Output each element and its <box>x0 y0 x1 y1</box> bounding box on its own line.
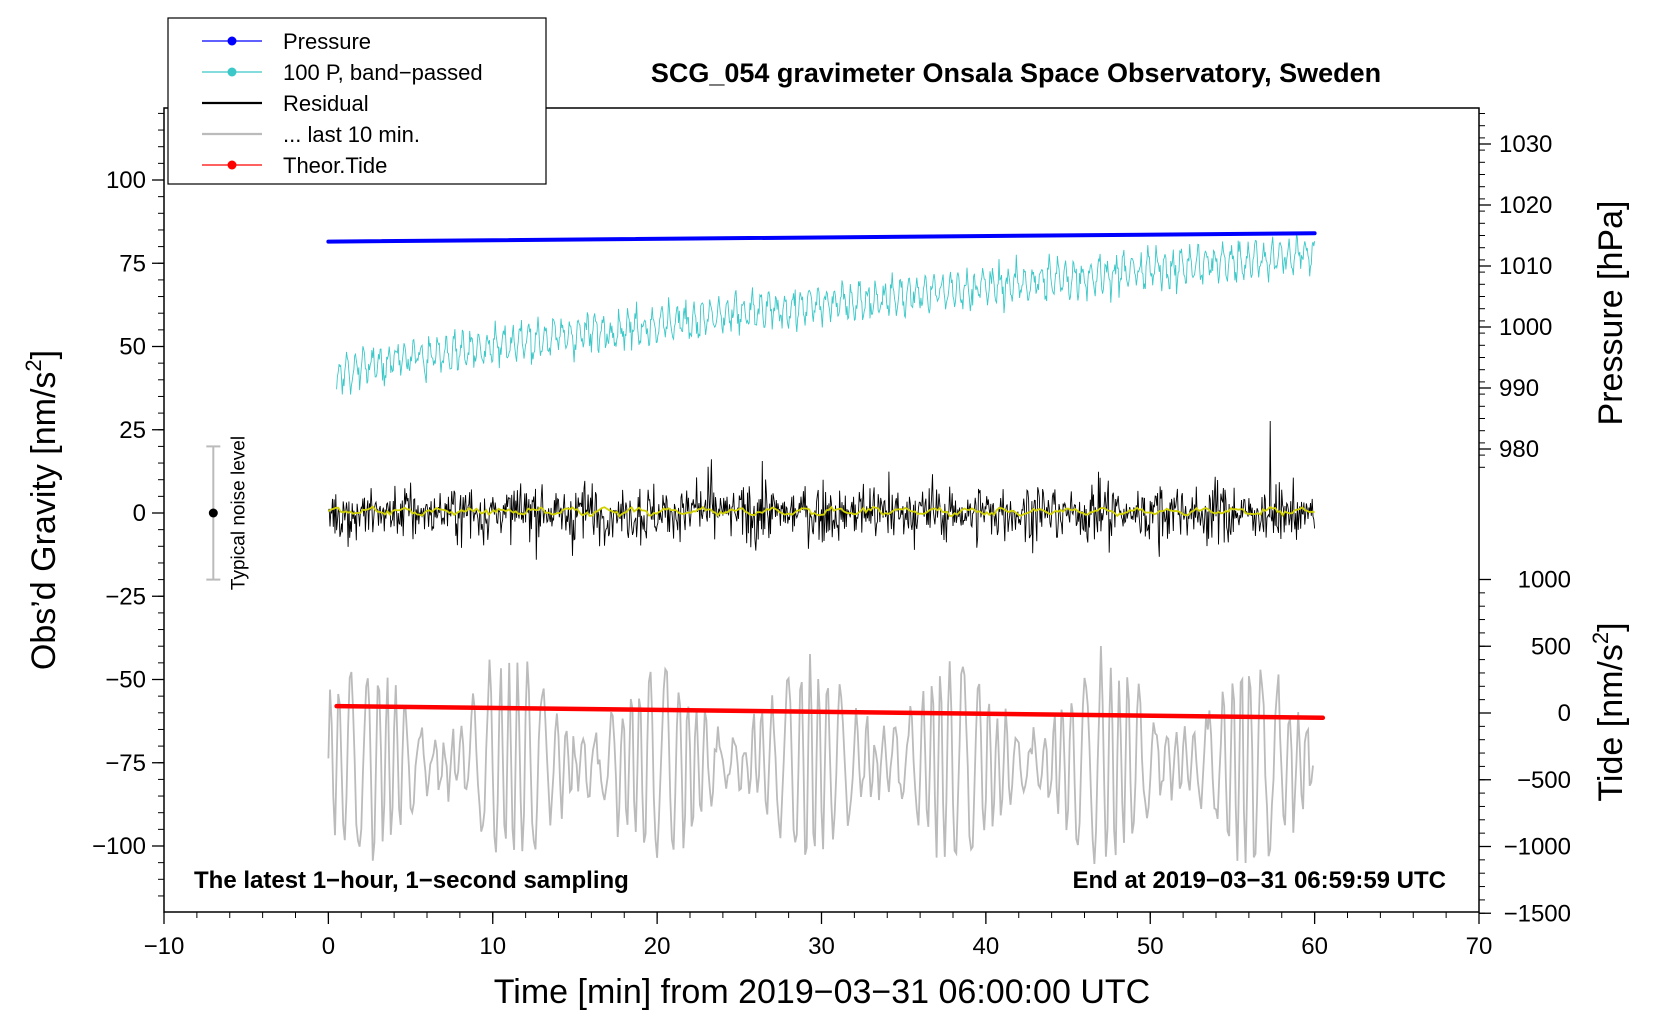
sampling-annotation: The latest 1−hour, 1−second sampling <box>194 867 629 894</box>
tide-tick-label: 1000 <box>1518 567 1571 594</box>
x-tick-label: 10 <box>479 933 506 960</box>
pressure-axis-title: Pressure [hPa] <box>1592 201 1630 426</box>
x-tick-label: 60 <box>1301 933 1328 960</box>
legend-swatch-marker <box>227 160 237 170</box>
left-tick-label: −25 <box>105 583 146 610</box>
left-axis: 100 75 50 25 0 −25 −50 −75 −100 <box>92 112 164 897</box>
x-tick-label: 40 <box>973 933 1000 960</box>
end-time-annotation: End at 2019−03−31 06:59:59 UTC <box>1072 867 1446 894</box>
svg-text:Pressure [hPa]: Pressure [hPa] <box>1592 201 1630 426</box>
legend-swatch-marker <box>227 36 237 46</box>
legend: Pressure 100 P, band−passed Residual ... la… <box>167 17 547 185</box>
pressure-tick-label: 1010 <box>1499 253 1552 280</box>
x-tick-label: −10 <box>144 933 185 960</box>
left-tick-label: −50 <box>105 667 146 694</box>
left-tick-label: 0 <box>133 500 146 527</box>
noise-bar-center-dot <box>208 508 218 518</box>
residual-line <box>327 420 1316 560</box>
left-tick-label: 50 <box>119 334 146 361</box>
last-10-min-line <box>327 645 1314 864</box>
x-tick-label: 70 <box>1466 933 1493 960</box>
legend-item: Theor.Tide <box>202 153 387 178</box>
svg-text:Obs’d Gravity [nm/s2]: Obs’d Gravity [nm/s2] <box>21 350 63 670</box>
data-series <box>326 231 1326 864</box>
pressure-tick-label: 1000 <box>1499 314 1552 341</box>
tide-tick-label: 0 <box>1558 700 1571 727</box>
bandpassed-pressure-line <box>336 233 1316 395</box>
x-tick-label: 50 <box>1137 933 1164 960</box>
left-tick-label: 100 <box>106 167 146 194</box>
pressure-line <box>326 231 1317 244</box>
tide-tick-label: −1500 <box>1504 900 1571 927</box>
tide-axis-title: Tide [nm/s2] <box>1588 622 1630 801</box>
x-tick-label: 0 <box>322 933 335 960</box>
pressure-tick-label: 1030 <box>1499 131 1552 158</box>
left-tick-label: 25 <box>119 417 146 444</box>
left-tick-label: −75 <box>105 750 146 777</box>
x-axis: −10 0 10 20 30 40 50 60 70 <box>144 912 1493 960</box>
legend-item: Residual <box>202 91 369 116</box>
pressure-tick-label: 1020 <box>1499 192 1552 219</box>
legend-label: Pressure <box>283 29 371 54</box>
smoothed-residual-line <box>327 505 1315 518</box>
left-axis-title: Obs’d Gravity [nm/s2] <box>21 350 63 670</box>
tide-tick-label: 500 <box>1531 633 1571 660</box>
svg-text:Tide [nm/s2]: Tide [nm/s2] <box>1588 622 1630 801</box>
legend-item: Pressure <box>202 29 371 54</box>
x-tick-label: 20 <box>644 933 671 960</box>
tide-tick-label: −500 <box>1517 767 1571 794</box>
pressure-tick-label: 980 <box>1499 436 1539 463</box>
tide-line <box>334 703 1326 721</box>
right-axis: 1030 1020 1010 1000 990 980 1000 500 0 −500 −1000 −… <box>1479 113 1571 927</box>
legend-item: 100 P, band−passed <box>202 60 483 85</box>
pressure-tick-label: 990 <box>1499 375 1539 402</box>
legend-label: 100 P, band−passed <box>283 60 483 85</box>
chart-title: SCG_054 gravimeter Onsala Space Observat… <box>651 58 1381 88</box>
tide-tick-label: −1000 <box>1504 834 1571 861</box>
legend-swatch-marker <box>227 67 237 77</box>
left-tick-label: 75 <box>119 250 146 277</box>
noise-bar-label: Typical noise level <box>228 436 249 590</box>
left-tick-label: −100 <box>92 833 146 860</box>
legend-box <box>167 17 547 185</box>
x-tick-label: 30 <box>808 933 835 960</box>
noise-level-bar: Typical noise level <box>206 436 249 590</box>
legend-item: ... last 10 min. <box>202 122 420 147</box>
legend-label: Theor.Tide <box>283 153 387 178</box>
x-axis-title: Time [min] from 2019−03−31 06:00:00 UTC <box>494 973 1150 1011</box>
legend-label: Residual <box>283 91 369 116</box>
legend-label: ... last 10 min. <box>283 122 420 147</box>
